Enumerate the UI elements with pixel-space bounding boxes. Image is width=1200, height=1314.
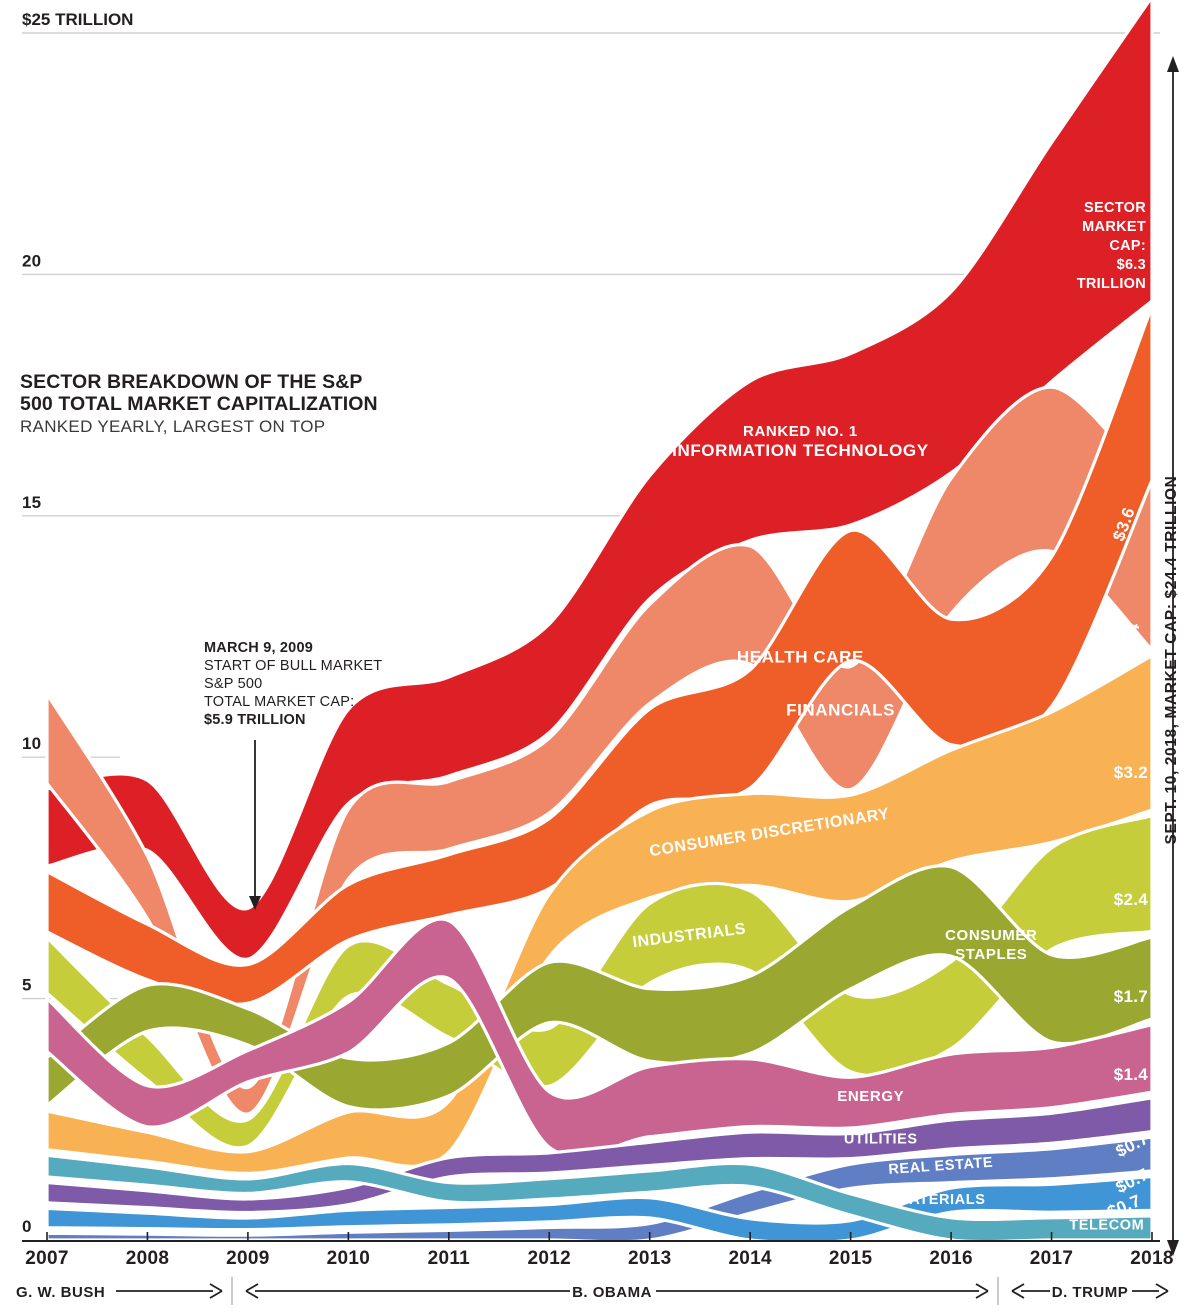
- ranked-no-1-label: RANKED NO. 1: [743, 423, 858, 440]
- title-subtitle: RANKED YEARLY, LARGEST ON TOP: [20, 417, 325, 436]
- right-axis-arrow-up: [1167, 56, 1179, 72]
- anno-line-1: MARCH 9, 2009: [204, 640, 313, 656]
- anno-line-4: TOTAL MARKET CAP:: [204, 694, 354, 710]
- sector-label-real-estate: REAL ESTATE: [888, 1155, 994, 1178]
- sector-cap-line-5: TRILLION: [1077, 276, 1146, 292]
- x-label-2007: 2007: [25, 1248, 68, 1269]
- x-label-2015: 2015: [829, 1248, 873, 1269]
- anno-arrow-head: [249, 896, 261, 910]
- president-label-bush: G. W. BUSH: [16, 1284, 105, 1301]
- value-label-energy: $1.4: [1114, 1065, 1149, 1084]
- right-axis-arrow-down: [1167, 1240, 1179, 1256]
- svg-text:STAPLES: STAPLES: [955, 946, 1027, 963]
- stream-energy: [45, 917, 1154, 1158]
- president-arrow-head: [975, 1283, 989, 1299]
- y-tick-15: 15: [22, 493, 41, 512]
- value-label-consumer-discretionary: $3.2: [1114, 763, 1148, 782]
- sector-cap-line-4: $6.3: [1117, 257, 1146, 273]
- anno-line-2: START OF BULL MARKET: [204, 658, 382, 674]
- x-label-2011: 2011: [428, 1248, 471, 1269]
- sector-label-utilities: UTILITIES: [844, 1132, 918, 1148]
- y-tick-20: 20: [22, 251, 41, 270]
- x-label-2009: 2009: [226, 1248, 269, 1269]
- x-label-2008: 2008: [126, 1248, 169, 1269]
- sector-label-telecom: TELECOM: [1069, 1217, 1144, 1233]
- president-timeline: G. W. BUSH B. OBAMA D. TRUMP: [16, 1277, 1169, 1305]
- president-arrow-head: [209, 1283, 223, 1299]
- x-axis: 2007 2008 2009 2010 2011 2012 2013 2014 2015 2016…: [22, 1232, 1173, 1269]
- sector-label-materials: MATERIALS: [897, 1192, 986, 1208]
- sector-label-health-care: HEALTH CARE: [737, 647, 864, 666]
- sector-labels: INFORMATION TECHNOLOGY FINANCIALS HEALTH C…: [632, 423, 1144, 1233]
- value-label-consumer-staples: $1.7: [1114, 987, 1148, 1006]
- president-arrow-head: [1011, 1283, 1025, 1299]
- anno-line-3: S&P 500: [204, 676, 262, 692]
- sector-cap-line-3: CAP:: [1109, 238, 1146, 254]
- y-tick-5: 5: [22, 976, 32, 995]
- title-line-1: SECTOR BREAKDOWN OF THE S&P: [20, 371, 363, 393]
- y-tick-0: 0: [22, 1217, 32, 1236]
- march-2009-annotation: MARCH 9, 2009 START OF BULL MARKET S&P 500…: [204, 640, 382, 910]
- value-label-telecom: $0.5: [1114, 1239, 1148, 1258]
- sector-cap-line-1: SECTOR: [1084, 200, 1146, 216]
- right-axis-label: SEPT. 10, 2018, MARKET CAP: $24.4 TRILLI…: [1163, 476, 1180, 845]
- sector-cap-line-2: MARKET: [1082, 219, 1146, 235]
- stream-health-care: [45, 304, 1154, 1006]
- president-arrow-head: [1155, 1283, 1169, 1299]
- x-label-2016: 2016: [929, 1248, 972, 1269]
- sector-label-information-technology: INFORMATION TECHNOLOGY: [672, 441, 929, 460]
- x-label-2017: 2017: [1030, 1248, 1073, 1269]
- anno-line-5: $5.9 TRILLION: [204, 712, 306, 728]
- value-label-financials: $3.4: [1114, 620, 1144, 659]
- x-label-2010: 2010: [327, 1248, 370, 1269]
- y-axis-labels: $25 TRILLION 20 15 10 5 0: [22, 10, 133, 1236]
- y-tick-10: 10: [22, 734, 41, 753]
- stream-materials: [45, 1174, 1154, 1245]
- sector-label-consumer-staples: CONSUMER STAPLES: [945, 927, 1037, 963]
- x-label-2013: 2013: [628, 1248, 671, 1269]
- x-label-2012: 2012: [528, 1248, 571, 1269]
- president-arrow-head: [245, 1283, 259, 1299]
- sector-label-energy: ENERGY: [837, 1088, 904, 1105]
- x-label-2014: 2014: [728, 1248, 772, 1269]
- president-label-obama: B. OBAMA: [572, 1284, 652, 1301]
- svg-text:CONSUMER: CONSUMER: [945, 927, 1037, 944]
- x-label-2018: 2018: [1130, 1248, 1173, 1269]
- president-label-trump: D. TRUMP: [1052, 1284, 1129, 1301]
- sector-market-cap-callout: SECTOR MARKET CAP: $6.3 TRILLION: [1077, 200, 1146, 292]
- sector-label-financials: FINANCIALS: [786, 701, 895, 720]
- value-label-industrials: $2.4: [1114, 890, 1149, 909]
- title-line-2: 500 TOTAL MARKET CAPITALIZATION: [20, 393, 378, 415]
- right-axis-bracket: SEPT. 10, 2018, MARKET CAP: $24.4 TRILLI…: [1163, 56, 1180, 1256]
- sector-streams: [45, 0, 1154, 1245]
- y-axis-top-label: $25 TRILLION: [22, 10, 133, 29]
- stream-consumer-staples: [45, 864, 1154, 1112]
